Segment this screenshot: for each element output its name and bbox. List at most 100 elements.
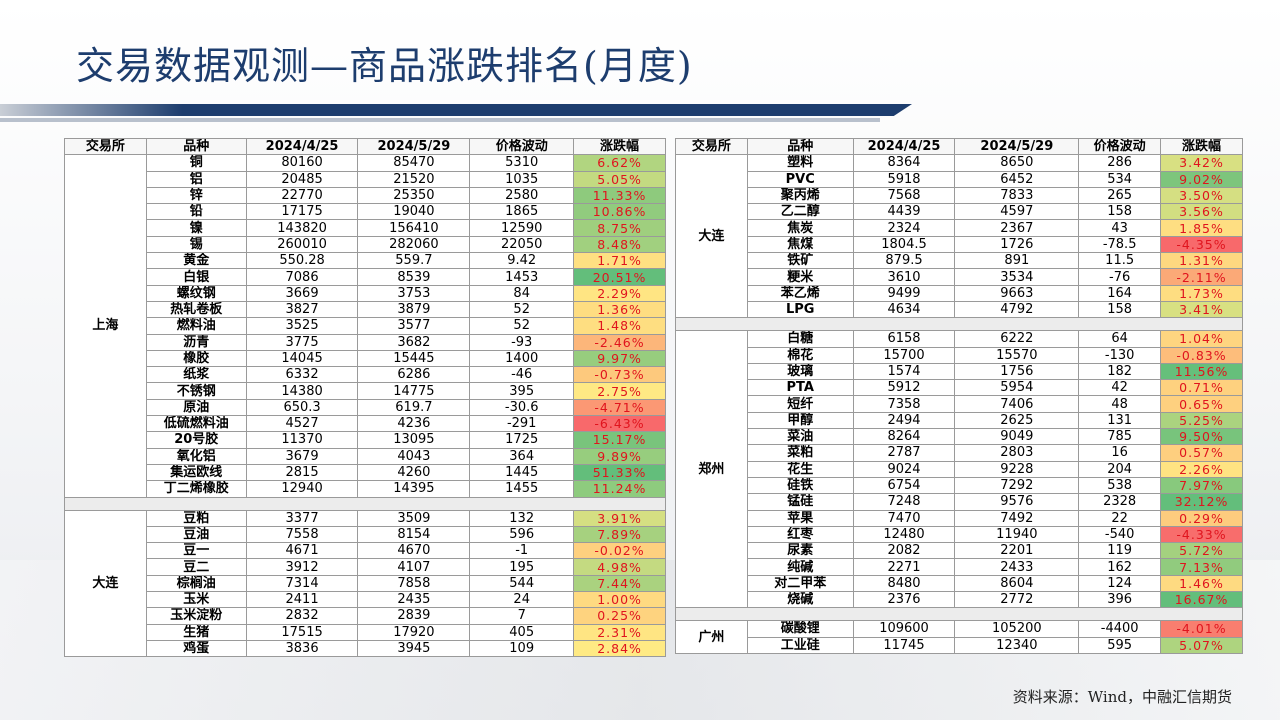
end-price-cell: 3879 — [357, 300, 471, 319]
price-change-cell: 1865 — [469, 203, 575, 221]
change-pct-cell: 9.50% — [1160, 428, 1243, 446]
start-price-cell: 2787 — [852, 444, 956, 462]
table-row: 乙二醇 4439 4597 158 3.56% — [676, 203, 1243, 221]
table-row: 硅铁 6754 7292 538 7.97% — [676, 476, 1243, 495]
price-change-cell: -30.6 — [469, 398, 575, 417]
variety-cell: 豆粕 — [145, 509, 247, 527]
end-price-cell: 15570 — [954, 346, 1080, 364]
table-row: PVC 5918 6452 534 9.02% — [676, 170, 1243, 188]
end-price-cell: 6222 — [954, 330, 1080, 348]
variety-cell: 铜 — [145, 154, 247, 172]
variety-cell: PVC — [746, 170, 854, 188]
start-price-cell: 14045 — [245, 349, 359, 368]
change-pct-cell: 4.98% — [573, 558, 666, 576]
change-pct-cell: 5.72% — [1160, 542, 1243, 560]
end-price-cell: 12340 — [954, 636, 1080, 654]
variety-cell: 锡 — [145, 235, 247, 254]
variety-cell: 铝 — [145, 170, 247, 188]
end-price-cell: 9228 — [954, 460, 1080, 478]
change-pct-cell: 10.86% — [573, 203, 666, 221]
variety-cell: 苹果 — [746, 509, 854, 527]
variety-cell: 集运欧线 — [145, 463, 247, 482]
separator-cell — [64, 496, 666, 511]
change-pct-cell: -2.46% — [573, 333, 666, 351]
start-price-cell: 879.5 — [852, 252, 956, 270]
separator-cell — [675, 317, 1243, 332]
end-price-cell: 8539 — [357, 268, 471, 286]
header-variety: 品种 — [145, 137, 247, 156]
start-price-cell: 14380 — [245, 382, 359, 400]
end-price-cell: 3534 — [954, 268, 1080, 286]
price-change-cell: -76 — [1078, 268, 1162, 286]
end-price-cell: 9663 — [954, 284, 1080, 302]
start-price-cell: 143820 — [245, 219, 359, 237]
end-price-cell: 4236 — [357, 415, 471, 433]
table-row: 镍 143820 156410 12590 8.75% — [65, 219, 666, 237]
variety-cell: 碳酸锂 — [746, 620, 854, 638]
start-price-cell: 7248 — [852, 493, 956, 511]
price-change-cell: 64 — [1078, 330, 1162, 348]
variety-cell: 黄金 — [145, 252, 247, 270]
variety-cell: 低硫燃料油 — [145, 415, 247, 433]
change-pct-cell: 0.71% — [1160, 379, 1243, 397]
price-change-cell: 132 — [469, 509, 575, 527]
table-row: 集运欧线 2815 4260 1445 51.33% — [65, 463, 666, 482]
variety-cell: LPG — [746, 300, 854, 319]
end-price-cell: 17920 — [357, 623, 471, 641]
price-change-cell: 24 — [469, 591, 575, 609]
price-change-cell: 158 — [1078, 300, 1162, 319]
table-row: 原油 650.3 619.7 -30.6 -4.71% — [65, 398, 666, 417]
end-price-cell: 5954 — [954, 379, 1080, 397]
variety-cell: 锰硅 — [746, 493, 854, 511]
change-pct-cell: -0.02% — [573, 542, 666, 560]
start-price-cell: 260010 — [245, 235, 359, 254]
table-row: 甲醇 2494 2625 131 5.25% — [676, 411, 1243, 430]
table-row: 锡 260010 282060 22050 8.48% — [65, 235, 666, 254]
price-change-cell: 405 — [469, 623, 575, 641]
change-pct-cell: 8.75% — [573, 219, 666, 237]
end-price-cell: 105200 — [954, 620, 1080, 638]
change-pct-cell: 11.24% — [573, 480, 666, 498]
change-pct-cell: 1.00% — [573, 591, 666, 609]
header-date-start: 2024/4/25 — [245, 137, 359, 156]
change-pct-cell: 11.56% — [1160, 362, 1243, 381]
price-change-cell: -46 — [469, 366, 575, 384]
price-change-cell: 595 — [1078, 636, 1162, 654]
end-price-cell: 9049 — [954, 428, 1080, 446]
variety-cell: 白糖 — [746, 330, 854, 348]
price-change-cell: 48 — [1078, 395, 1162, 413]
end-price-cell: 559.7 — [357, 252, 471, 270]
price-change-cell: 538 — [1078, 476, 1162, 495]
variety-cell: 棉花 — [746, 346, 854, 364]
variety-cell: 白银 — [145, 268, 247, 286]
header-variety: 品种 — [746, 137, 854, 156]
variety-cell: PTA — [746, 379, 854, 397]
change-pct-cell: 9.02% — [1160, 170, 1243, 188]
start-price-cell: 4439 — [852, 203, 956, 221]
variety-cell: 粳米 — [746, 268, 854, 286]
table-row: 鸡蛋 3836 3945 109 2.84% — [65, 639, 666, 658]
table-row: 玉米 2411 2435 24 1.00% — [65, 591, 666, 609]
variety-cell: 工业硅 — [746, 636, 854, 654]
table-row: 苯乙烯 9499 9663 164 1.73% — [676, 284, 1243, 302]
change-pct-cell: 1.71% — [573, 252, 666, 270]
right-ranking-table: 交易所 品种 2024/4/25 2024/5/29 价格波动 涨跌幅 大连 塑料… — [675, 137, 1243, 654]
end-price-cell: 2839 — [357, 607, 471, 625]
price-change-cell: 43 — [1078, 219, 1162, 237]
variety-cell: 纸浆 — [145, 366, 247, 384]
change-pct-cell: 3.41% — [1160, 300, 1243, 319]
end-price-cell: 2435 — [357, 591, 471, 609]
change-pct-cell: 20.51% — [573, 268, 666, 286]
change-pct-cell: 7.97% — [1160, 476, 1243, 495]
variety-cell: 鸡蛋 — [145, 639, 247, 658]
price-change-cell: 11.5 — [1078, 252, 1162, 270]
price-change-cell: 785 — [1078, 428, 1162, 446]
price-change-cell: 52 — [469, 300, 575, 319]
table-row: 沥青 3775 3682 -93 -2.46% — [65, 333, 666, 351]
start-price-cell: 2411 — [245, 591, 359, 609]
end-price-cell: 2433 — [954, 558, 1080, 576]
price-change-cell: 42 — [1078, 379, 1162, 397]
start-price-cell: 2815 — [245, 463, 359, 482]
table-row: 橡胶 14045 15445 1400 9.97% — [65, 349, 666, 368]
start-price-cell: 4671 — [245, 542, 359, 560]
